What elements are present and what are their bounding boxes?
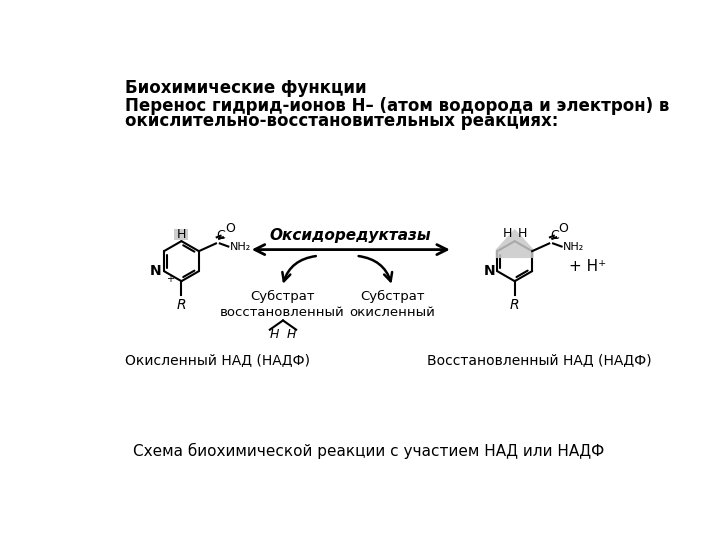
- Text: NH₂: NH₂: [230, 242, 251, 252]
- Text: Восстановленный НАД (НАДФ): Восстановленный НАД (НАДФ): [427, 354, 652, 368]
- Text: Оксидоредуктазы: Оксидоредуктазы: [269, 228, 431, 244]
- Text: H: H: [177, 228, 186, 241]
- Text: C: C: [550, 229, 559, 242]
- Text: R: R: [176, 298, 186, 312]
- Text: H: H: [287, 328, 296, 341]
- Text: +: +: [166, 274, 174, 284]
- Text: + H⁺: + H⁺: [569, 259, 606, 274]
- Text: H: H: [503, 227, 512, 240]
- Text: Схема биохимической реакции с участием НАД или НАДФ: Схема биохимической реакции с участием Н…: [133, 443, 605, 460]
- Text: R: R: [510, 298, 520, 312]
- Text: Субстрат
окисленный: Субстрат окисленный: [349, 289, 435, 319]
- Text: Субстрат
восстановленный: Субстрат восстановленный: [220, 289, 345, 319]
- Text: N: N: [150, 264, 162, 278]
- Text: Окисленный НАД (НАДФ): Окисленный НАД (НАДФ): [125, 354, 310, 368]
- Text: H: H: [518, 227, 527, 240]
- Text: H: H: [270, 328, 279, 341]
- Text: O: O: [559, 222, 568, 235]
- Text: Биохимические функции: Биохимические функции: [125, 79, 366, 97]
- Text: O: O: [225, 222, 235, 235]
- Polygon shape: [495, 229, 534, 258]
- FancyBboxPatch shape: [174, 229, 189, 240]
- Text: C: C: [217, 229, 225, 242]
- Text: Перенос гидрид-ионов Н– (атом водорода и электрон) в: Перенос гидрид-ионов Н– (атом водорода и…: [125, 97, 670, 115]
- Text: окислительно-восстановительных реакциях:: окислительно-восстановительных реакциях:: [125, 112, 558, 130]
- Text: NH₂: NH₂: [563, 242, 585, 252]
- Text: N: N: [483, 264, 495, 278]
